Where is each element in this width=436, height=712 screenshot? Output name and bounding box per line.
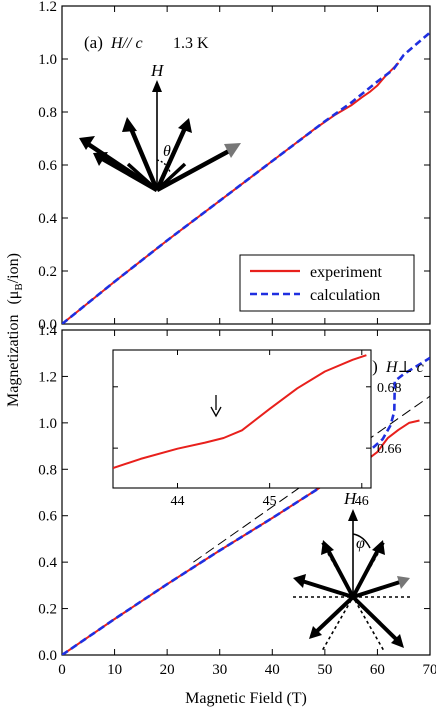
panel-b-frame <box>61 329 431 656</box>
x-tick-label: 10 <box>107 662 122 678</box>
y-tick-label: 1.4 <box>38 323 57 339</box>
y-tick-label: 0.4 <box>38 211 57 227</box>
legend-calculation-label: calculation <box>310 287 380 304</box>
series-calculation <box>62 31 430 324</box>
panel-a-condition: H// c <box>110 35 143 52</box>
x-tick-label: 40 <box>265 662 280 678</box>
diagram-a-field-label: H <box>150 61 165 80</box>
x-tick-label: 0 <box>58 662 66 678</box>
inset-x-tick-label: 45 <box>263 494 277 509</box>
panel-a-ticks: 0.0 0.2 0.4 0.6 0.8 1.0 1.2 <box>38 0 431 333</box>
y-axis-label-sub: B <box>13 283 25 290</box>
inset-y-tick-label: 0.68 <box>377 381 402 396</box>
x-tick-label: 70 <box>423 662 436 678</box>
inset-x-tick-label: 46 <box>355 494 369 509</box>
inset-arrow <box>210 395 222 418</box>
diagram-a-angle-label: θ <box>163 143 171 160</box>
y-tick-label: 1.0 <box>38 52 57 68</box>
y-axis-label-main: Magnetization <box>5 315 22 407</box>
y-tick-label: 0.6 <box>38 158 57 174</box>
y-tick-label: 0.8 <box>38 462 57 478</box>
legend-box <box>239 254 415 312</box>
y-tick-label: 0.2 <box>38 602 57 618</box>
y-tick-label: 0.0 <box>38 648 57 664</box>
diagram-b-angle-label: φ <box>356 535 365 552</box>
panel-a-label: (a) <box>84 33 103 52</box>
inset-ticks: 44 45 46 0.66 0.68 <box>113 350 402 509</box>
x-tick-label: 60 <box>370 662 385 678</box>
inset-x-tick-label: 44 <box>171 494 185 509</box>
x-tick-label: 30 <box>212 662 227 678</box>
y-axis-label: Magnetization (μB/ion) <box>5 253 25 407</box>
y-tick-label: 0.0 <box>38 317 57 333</box>
panel-a-spin-diagram: H θ <box>79 61 241 192</box>
y-tick-label: 1.2 <box>38 0 57 15</box>
x-tick-label: 50 <box>317 662 332 678</box>
panel-b-spin-diagram: H φ <box>293 489 412 652</box>
x-axis-label: Magnetic Field (T) <box>185 690 307 707</box>
y-tick-label: 0.4 <box>38 555 57 571</box>
y-tick-label: 1.2 <box>38 369 57 385</box>
y-axis-label-unit: (μ <box>5 291 22 305</box>
x-tick-label: 20 <box>160 662 175 678</box>
inset-series <box>113 354 367 470</box>
panel-a-temperature: 1.3 K <box>173 35 209 52</box>
svg-text:Magnetization (μB/ion): Magnetization (μB/ion) <box>5 253 25 407</box>
inset-frame <box>112 349 372 489</box>
inset-series-experiment <box>113 354 367 470</box>
diagram-b-field-label: H <box>343 489 358 508</box>
y-tick-label: 0.2 <box>38 264 57 280</box>
y-tick-label: 0.6 <box>38 509 57 525</box>
panel-b-ticks: 0 10 20 30 40 50 60 70 0.0 0.2 0.4 0.6 0.8 1.0 1.2 1.4 <box>38 323 436 678</box>
y-axis-label-tail: /ion) <box>5 253 22 283</box>
legend-experiment-label: experiment <box>310 264 383 281</box>
y-tick-label: 0.8 <box>38 105 57 121</box>
legend: experiment calculation <box>239 254 415 312</box>
y-tick-label: 1.0 <box>38 416 57 432</box>
panel-a-series <box>62 31 430 324</box>
inset-y-tick-label: 0.66 <box>377 442 402 457</box>
panel-b-condition: H⊥ c <box>385 359 424 376</box>
